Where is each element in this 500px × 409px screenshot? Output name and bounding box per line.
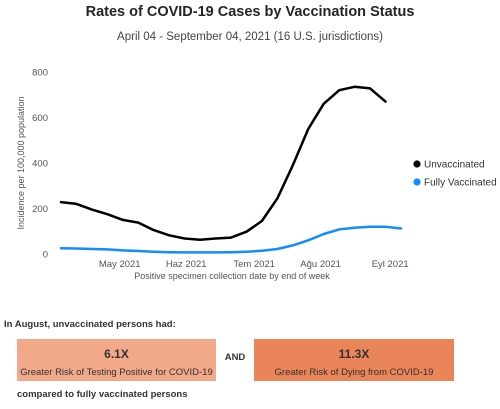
legend-marker [413,178,421,186]
x-axis-title: Positive specimen collection date by end… [134,271,330,281]
series-layer [59,85,403,254]
x-tick-label: Tem 2021 [233,259,275,270]
legend-label: Unvaccinated [424,160,485,171]
summary-footer: compared to fully vaccinated persons [17,389,188,400]
summary-heading: In August, unvaccinated persons had: [4,319,176,330]
y-tick-label: 200 [32,204,48,215]
testing-risk-value: 6.1X [104,347,129,361]
x-tick-label: May 2021 [99,259,141,270]
y-axis: 0 200 400 600 800 [32,68,48,261]
dying-risk-value: 11.3X [338,347,370,361]
series-line-fully-vaccinated [59,225,403,254]
y-tick-label: 600 [32,113,48,124]
legend-marker [413,160,421,168]
y-tick-label: 400 [32,159,48,170]
chart-title: Rates of COVID-19 Cases by Vaccination S… [85,4,415,20]
testing-risk-box: 6.1X Greater Risk of Testing Positive fo… [17,339,216,381]
legend[interactable]: Unvaccinated Fully Vaccinated [413,160,497,189]
dying-risk-text: Greater Risk of Dying from COVID-19 [274,367,434,378]
and-label: AND [224,352,246,363]
x-axis: May 2021 Haz 2021 Tem 2021 Ağu 2021 Eyl 2021 [99,259,409,270]
x-tick-label: Ağu 2021 [300,259,341,270]
series-line-unvaccinated [59,85,387,241]
chart-subtitle: April 04 - September 04, 2021 (16 U.S. j… [117,31,383,43]
y-tick-label: 0 [43,250,48,261]
y-tick-label: 800 [32,68,48,79]
testing-risk-text: Greater Risk of Testing Positive for COV… [20,367,213,378]
legend-label: Fully Vaccinated [424,178,497,189]
x-tick-label: Eyl 2021 [372,259,409,270]
x-tick-label: Haz 2021 [166,259,207,270]
dying-risk-box: 11.3X Greater Risk of Dying from COVID-1… [254,339,454,381]
line-chart: 0 200 400 600 800 May 2021 Haz 2021 Tem 2021 Ağ… [16,68,497,282]
y-axis-title: Incidence per 100,000 population [16,96,26,229]
